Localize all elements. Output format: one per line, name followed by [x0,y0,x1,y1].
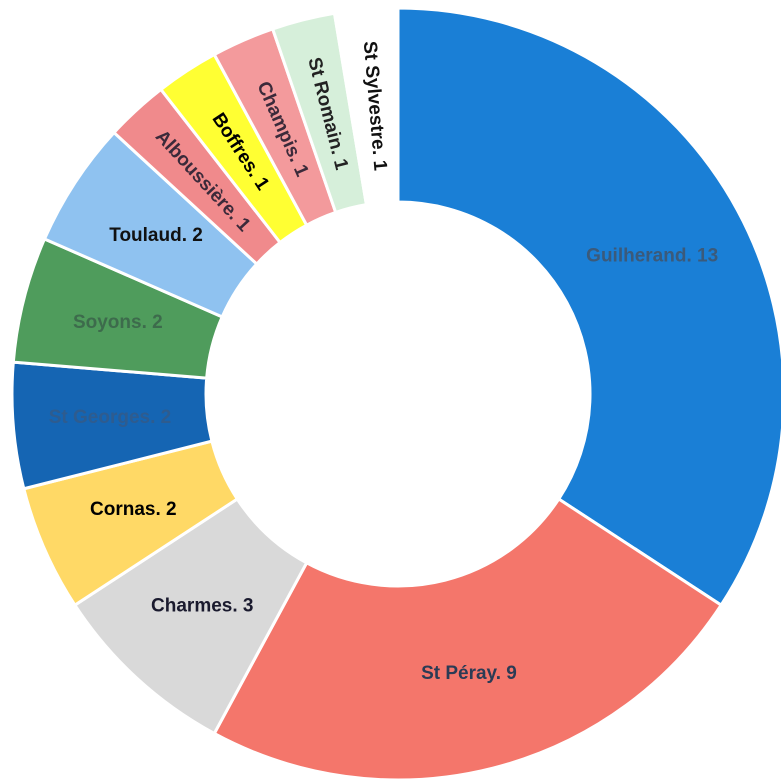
slice-label: Guilherand. 13 [586,245,718,266]
slice-label: St Georges. 2 [49,407,172,428]
slice-label: Toulaud. 2 [109,225,203,246]
donut-slice [396,6,781,608]
slice-label: Charmes. 3 [151,596,253,617]
slice-label: St Péray. 9 [421,663,517,684]
donut-slice [332,6,400,207]
donut-slice [212,496,724,782]
slice-label: Cornas. 2 [90,499,177,520]
slice-label: Soyons. 2 [73,312,163,333]
